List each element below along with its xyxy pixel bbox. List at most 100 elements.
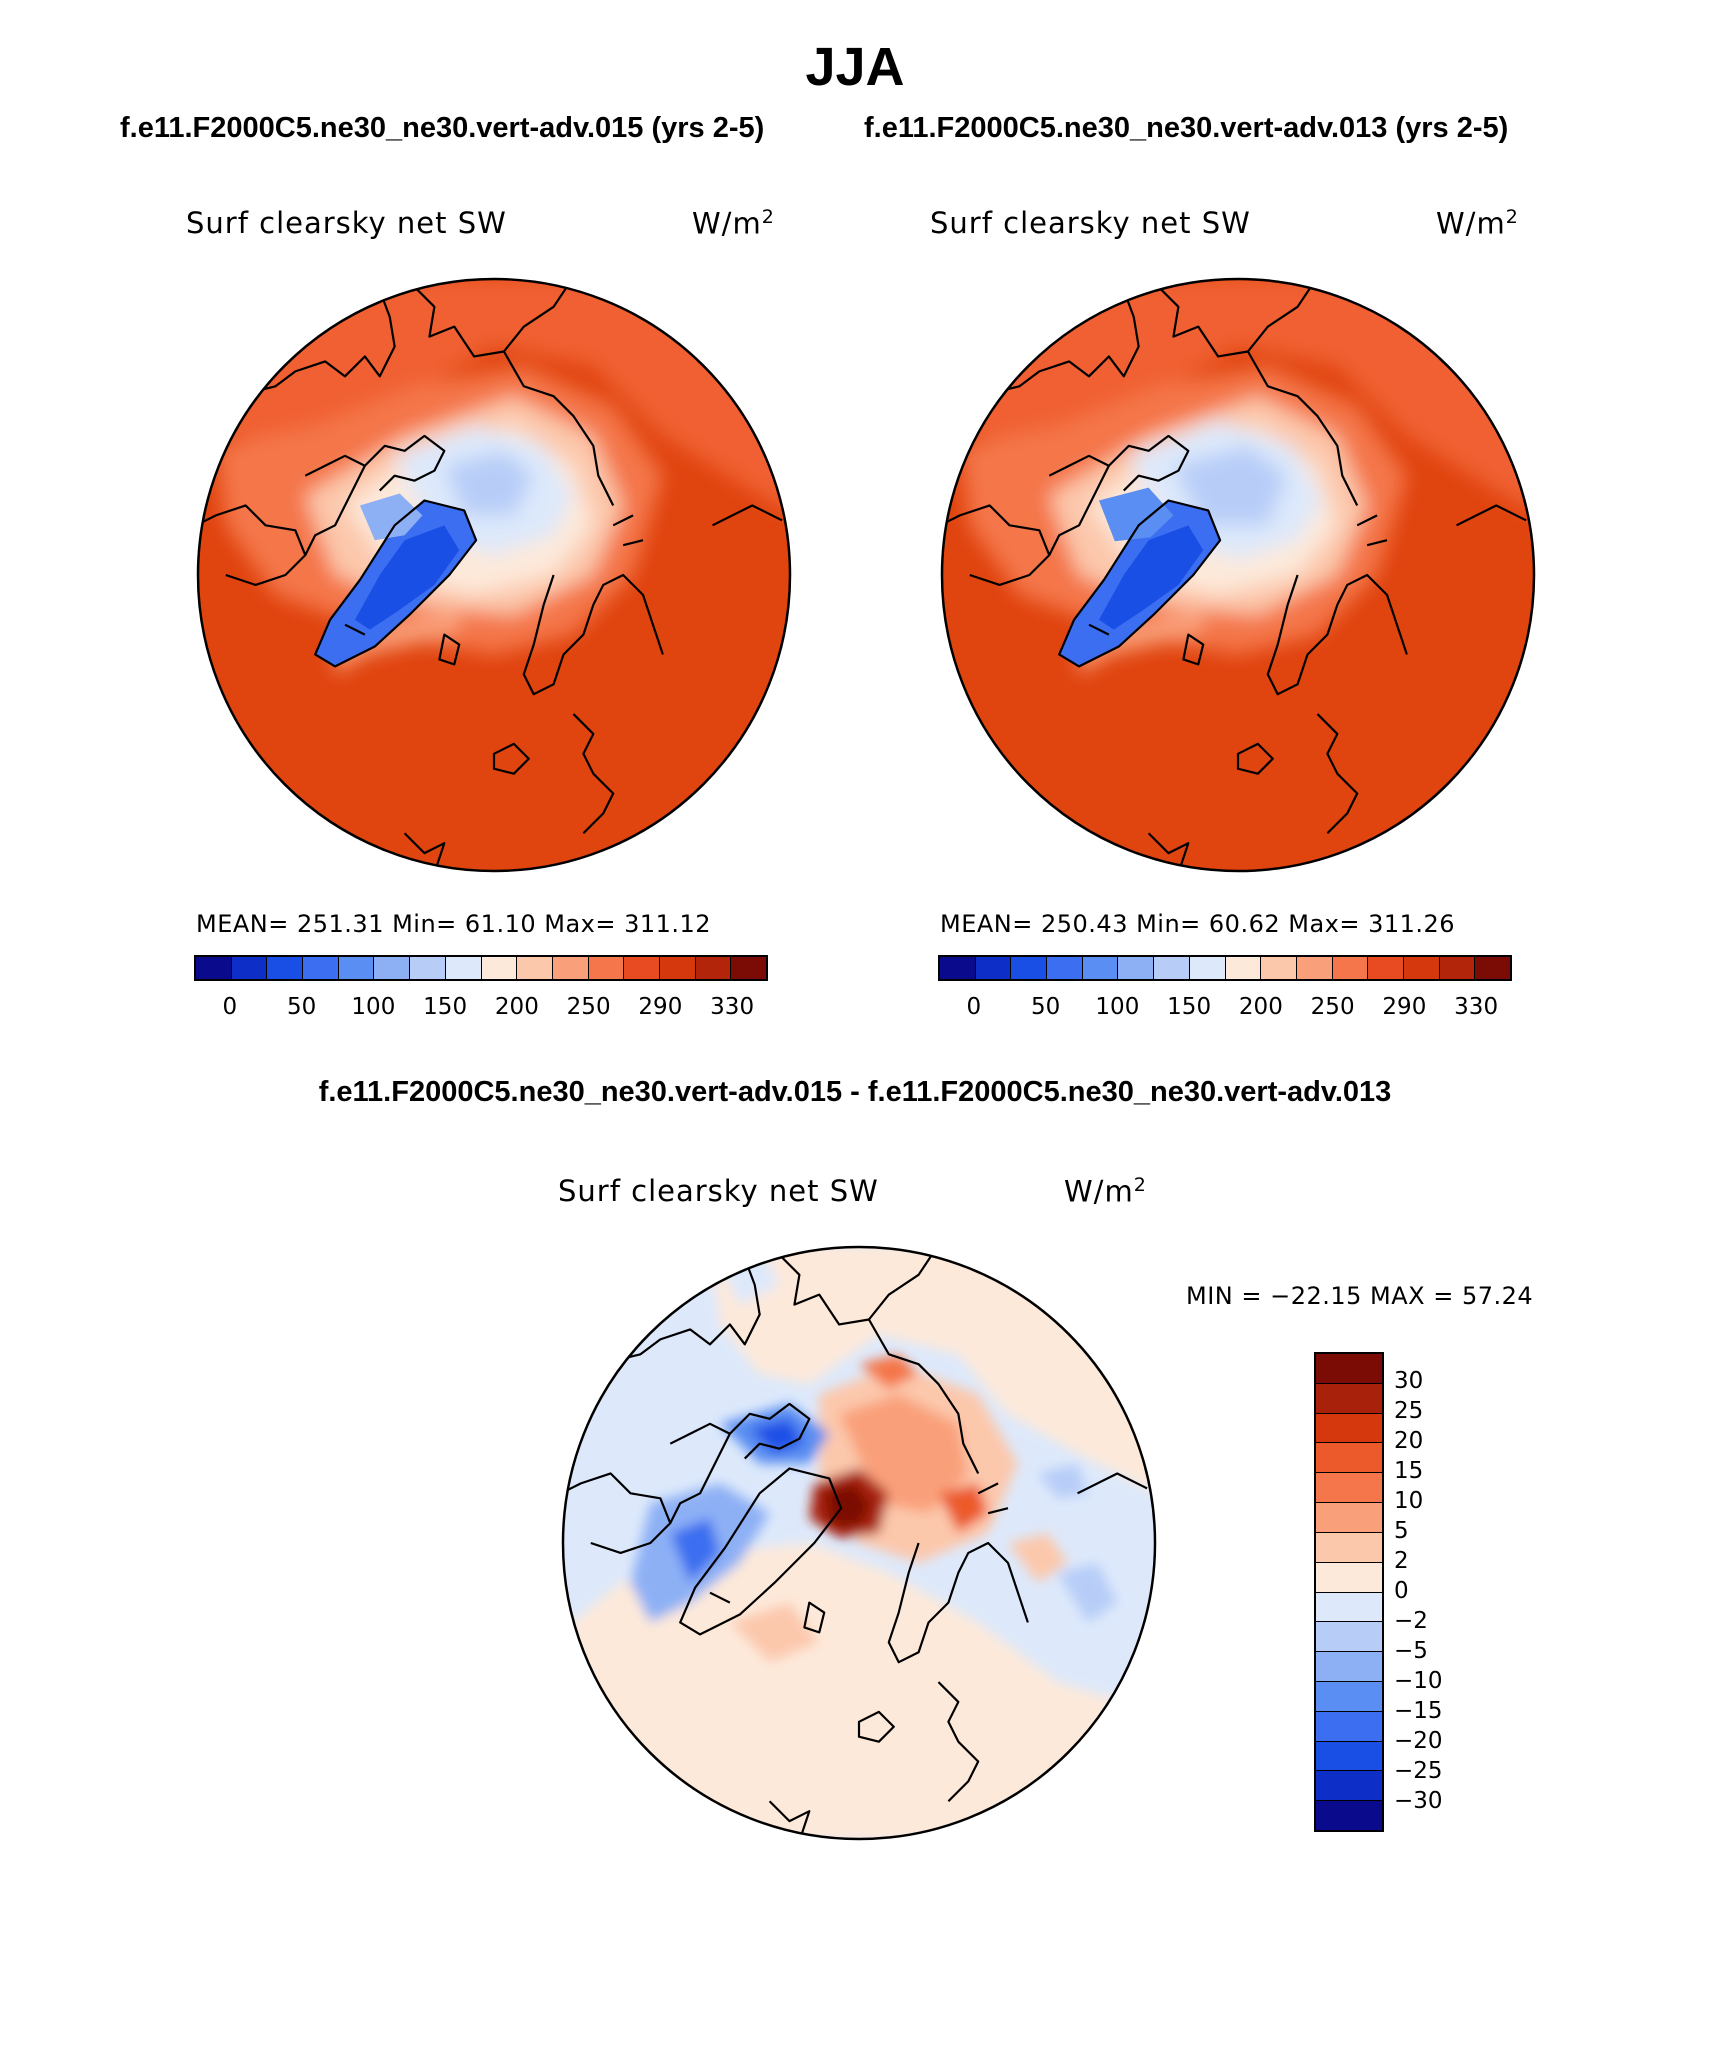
diff-colorbar-tick-label: 30 bbox=[1394, 1368, 1424, 1394]
panel2-colorbar-swatch bbox=[1261, 957, 1297, 979]
diff-colorbar-swatch bbox=[1316, 1741, 1382, 1772]
diff-colorbar-tick-label: −25 bbox=[1394, 1758, 1443, 1784]
panel1-stats: MEAN= 251.31 Min= 61.10 Max= 311.12 bbox=[196, 910, 712, 938]
panel1-units-label: W/m2 bbox=[692, 206, 775, 241]
panel2-colorbar-swatch bbox=[1154, 957, 1190, 979]
panel2-colorbar-swatch bbox=[1225, 957, 1262, 979]
diff-colorbar-tick-label: 15 bbox=[1394, 1458, 1424, 1484]
diff-colorbar-tick-label: 0 bbox=[1394, 1578, 1409, 1604]
diff-stats: MIN = −22.15 MAX = 57.24 bbox=[1186, 1282, 1534, 1310]
panel1-colorbar-swatch bbox=[338, 957, 375, 979]
panel1-variable-label: Surf clearsky net SW bbox=[186, 206, 507, 240]
diff-colorbar-swatch bbox=[1316, 1652, 1382, 1682]
case1-title: f.e11.F2000C5.ne30_ne30.vert-adv.015 (yr… bbox=[120, 112, 765, 144]
diff-colorbar-swatch bbox=[1316, 1473, 1382, 1504]
panel1-colorbar-swatch bbox=[517, 957, 553, 979]
panel1-colorbar-tick-label: 100 bbox=[351, 994, 396, 1020]
diff-colorbar-swatch bbox=[1316, 1681, 1382, 1712]
panel2-colorbar-swatch bbox=[1189, 957, 1226, 979]
panel1-colorbar-swatch bbox=[196, 957, 232, 979]
panel1-colorbar-swatch bbox=[445, 957, 482, 979]
panel1-colorbar-swatch bbox=[374, 957, 411, 979]
panel1-colorbar-swatch bbox=[303, 957, 339, 979]
panel2-colorbar-swatch bbox=[1296, 957, 1333, 979]
diff-colorbar-swatch bbox=[1316, 1622, 1382, 1653]
panel1-colorbar-tick-label: 50 bbox=[286, 994, 317, 1020]
panel2-colorbar-swatch bbox=[1047, 957, 1083, 979]
panel2-colorbar-tick-label: 330 bbox=[1454, 994, 1499, 1020]
diff-colorbar-swatch bbox=[1316, 1383, 1382, 1414]
diff-colorbar bbox=[1314, 1352, 1384, 1832]
diff-colorbar-tick-label: −20 bbox=[1394, 1728, 1443, 1754]
diff-colorbar-swatch bbox=[1316, 1562, 1382, 1593]
panel1-colorbar-swatch bbox=[267, 957, 304, 979]
panel1-colorbar-swatch bbox=[231, 957, 268, 979]
panel1-colorbar-tick-label: 150 bbox=[423, 994, 468, 1020]
panel1-colorbar-swatch bbox=[659, 957, 696, 979]
panel2-colorbar-tick-label: 50 bbox=[1030, 994, 1061, 1020]
diff-colorbar-swatch bbox=[1316, 1354, 1382, 1384]
diff-colorbar-swatch bbox=[1316, 1503, 1382, 1533]
panel1-colorbar-tick-label: 250 bbox=[566, 994, 611, 1020]
diff-colorbar-swatch bbox=[1316, 1592, 1382, 1623]
diff-units-label: W/m2 bbox=[1064, 1174, 1147, 1209]
diff-colorbar-tick-label: −2 bbox=[1394, 1608, 1428, 1634]
panel2-colorbar-tick-label: 290 bbox=[1382, 994, 1427, 1020]
diff-colorbar-tick-label: −15 bbox=[1394, 1698, 1443, 1724]
panel1-colorbar-tick-label: 330 bbox=[710, 994, 755, 1020]
diff-variable-label: Surf clearsky net SW bbox=[558, 1174, 879, 1208]
panel2-colorbar-swatch bbox=[1011, 957, 1048, 979]
panel2-units-label: W/m2 bbox=[1436, 206, 1519, 241]
panel1-colorbar-swatch bbox=[695, 957, 732, 979]
diff-colorbar-swatch bbox=[1316, 1711, 1382, 1742]
diff-colorbar-tick-label: −30 bbox=[1394, 1788, 1443, 1814]
panel1-colorbar-swatch bbox=[588, 957, 625, 979]
diff-colorbar-tick-label: 5 bbox=[1394, 1518, 1409, 1544]
diff-colorbar-tick-label: −10 bbox=[1394, 1668, 1443, 1694]
diff-colorbar-tick-label: 25 bbox=[1394, 1398, 1424, 1424]
panel2-variable-label: Surf clearsky net SW bbox=[930, 206, 1251, 240]
difference-polar-map bbox=[561, 1245, 1157, 1841]
panel2-colorbar-tick-label: 150 bbox=[1167, 994, 1212, 1020]
panel1-polar-map bbox=[196, 277, 792, 873]
diff-colorbar-swatch bbox=[1316, 1413, 1382, 1444]
diff-colorbar-ticks: 30 25 20 15 10 5 2 0 −2 −5 −10 −15 −20 −25 −30 bbox=[1394, 1352, 1474, 1832]
diff-colorbar-swatch bbox=[1316, 1771, 1382, 1802]
panel1-colorbar-tick-label: 290 bbox=[638, 994, 683, 1020]
panel2-colorbar-swatch bbox=[1368, 957, 1404, 979]
diff-colorbar-tick-label: 2 bbox=[1394, 1548, 1409, 1574]
panel2-colorbar-swatch bbox=[975, 957, 1012, 979]
difference-title: f.e11.F2000C5.ne30_ne30.vert-adv.015 - f… bbox=[318, 1076, 1392, 1108]
panel1-colorbar bbox=[194, 955, 768, 981]
panel1-colorbar-swatch bbox=[410, 957, 446, 979]
panel1-colorbar-swatch bbox=[731, 957, 766, 979]
panel1-colorbar-swatch bbox=[624, 957, 660, 979]
panel2-colorbar-tick-label: 250 bbox=[1310, 994, 1355, 1020]
diff-colorbar-swatch bbox=[1316, 1801, 1382, 1830]
panel2-colorbar-ticks: 0 50 100 150 200 250 290 330 bbox=[938, 994, 1512, 1024]
diff-colorbar-swatch bbox=[1316, 1443, 1382, 1474]
diff-colorbar-swatch bbox=[1316, 1532, 1382, 1563]
case2-title: f.e11.F2000C5.ne30_ne30.vert-adv.013 (yr… bbox=[864, 112, 1509, 144]
diff-colorbar-tick-label: −5 bbox=[1394, 1638, 1428, 1664]
panel2-colorbar-swatch bbox=[1403, 957, 1440, 979]
panel2-colorbar bbox=[938, 955, 1512, 981]
panel1-colorbar-swatch bbox=[552, 957, 589, 979]
panel2-colorbar-swatch bbox=[1118, 957, 1155, 979]
panel2-colorbar-swatch bbox=[1475, 957, 1510, 979]
panel1-colorbar-tick-label: 200 bbox=[494, 994, 539, 1020]
panel2-colorbar-tick-label: 100 bbox=[1095, 994, 1140, 1020]
diff-colorbar-tick-label: 10 bbox=[1394, 1488, 1424, 1514]
diff-colorbar-tick-label: 20 bbox=[1394, 1428, 1424, 1454]
panel1-colorbar-ticks: 0 50 100 150 200 250 290 330 bbox=[194, 994, 768, 1024]
figure-title: JJA bbox=[805, 37, 905, 97]
panel2-colorbar-swatch bbox=[1439, 957, 1476, 979]
panel2-colorbar-swatch bbox=[1332, 957, 1369, 979]
panel1-colorbar-swatch bbox=[481, 957, 518, 979]
panel2-colorbar-swatch bbox=[1082, 957, 1119, 979]
panel1-colorbar-tick-label: 0 bbox=[222, 994, 238, 1020]
panel2-polar-map bbox=[940, 277, 1536, 873]
panel2-colorbar-swatch bbox=[940, 957, 976, 979]
panel2-colorbar-tick-label: 200 bbox=[1238, 994, 1283, 1020]
panel2-colorbar-tick-label: 0 bbox=[966, 994, 982, 1020]
